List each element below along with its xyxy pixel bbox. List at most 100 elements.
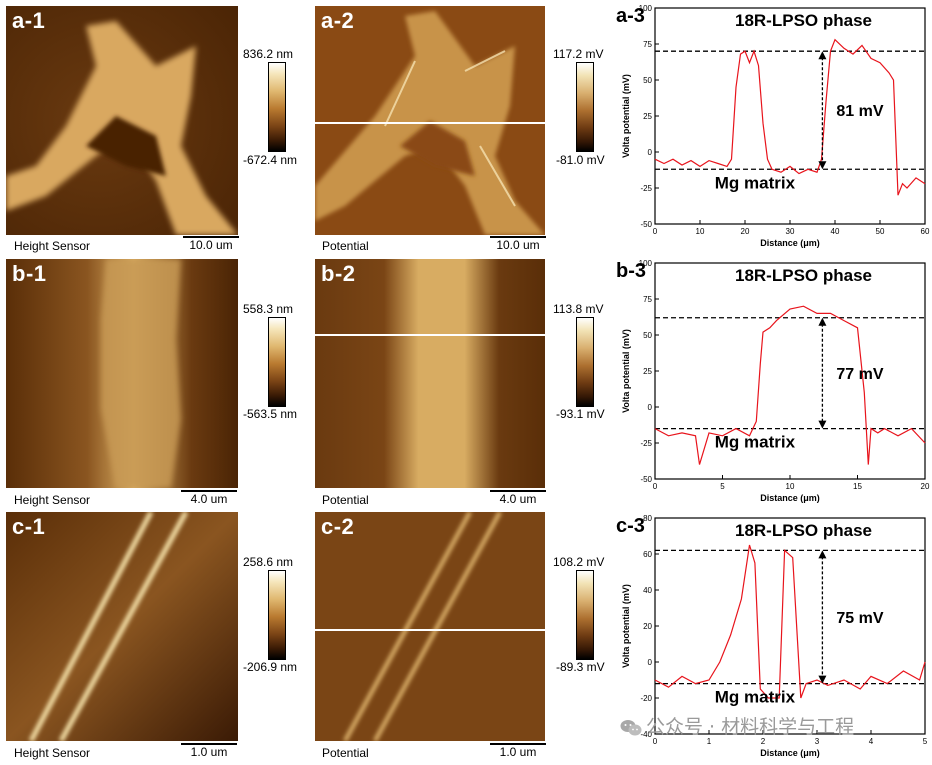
colorbar-max: 258.6 nm xyxy=(243,555,294,569)
height-image-a: a-1 xyxy=(6,6,238,235)
x-tick-label: 1 xyxy=(707,737,712,746)
y-tick-label: -25 xyxy=(640,184,652,193)
x-tick-label: 10 xyxy=(786,482,795,491)
potential-profile-line xyxy=(654,38,926,196)
y-tick-label: -20 xyxy=(640,694,652,703)
y-tick-label: 50 xyxy=(643,331,652,340)
height-image-b: b-1 xyxy=(6,259,238,488)
difference-label: 75 mV xyxy=(836,610,883,627)
potential-colorbar xyxy=(576,62,594,152)
y-axis-label: Volta potential (mV) xyxy=(621,74,631,158)
colorbar-max: 117.2 mV xyxy=(553,47,604,61)
height-caption: Height Sensor xyxy=(14,493,91,507)
height-colorbar xyxy=(268,317,286,407)
scale-bar: 1.0 um xyxy=(490,743,546,759)
potential-caption: Potential xyxy=(322,746,369,760)
arrow-head-down xyxy=(818,420,827,429)
x-tick-label: 0 xyxy=(653,482,658,491)
panel-label: c-2 xyxy=(321,514,355,539)
height-caption: Height Sensor xyxy=(14,746,91,760)
colorbar-max: 558.3 nm xyxy=(243,302,294,316)
y-tick-label: 20 xyxy=(643,622,652,631)
height-colorbar xyxy=(268,62,286,152)
scale-bar: 10.0 um xyxy=(490,236,546,252)
x-tick-label: 15 xyxy=(853,482,862,491)
x-tick-label: 5 xyxy=(923,737,928,746)
y-tick-label: 80 xyxy=(643,514,652,523)
x-tick-label: 60 xyxy=(921,227,930,236)
y-tick-label: 75 xyxy=(643,295,652,304)
y-tick-label: 25 xyxy=(643,112,652,121)
arrow-head-up xyxy=(818,51,827,60)
colorbar-max: 108.2 mV xyxy=(553,555,605,569)
panel-label: a-3 xyxy=(616,5,645,27)
y-tick-label: 25 xyxy=(643,367,652,376)
potential-image-b: b-2 xyxy=(315,259,545,488)
y-tick-label: 40 xyxy=(643,586,652,595)
y-tick-label: 60 xyxy=(643,550,652,559)
x-tick-label: 10 xyxy=(696,227,705,236)
height-caption: Height Sensor xyxy=(14,239,91,253)
potential-colorbar xyxy=(576,317,594,407)
scale-bar: 1.0 um xyxy=(181,743,237,759)
x-tick-label: 2 xyxy=(761,737,766,746)
bottom-annotation: Mg matrix xyxy=(715,173,796,192)
y-tick-label: 75 xyxy=(643,40,652,49)
bottom-annotation: Mg matrix xyxy=(715,433,796,452)
x-tick-label: 5 xyxy=(720,482,725,491)
panel-label: b-1 xyxy=(12,261,47,286)
chart-svg: -50 -25 0 25 50 75 100 0 10 20 30 40 50 60 Distance (μ… xyxy=(616,4,930,248)
arrow-head-up xyxy=(818,550,827,559)
colorbar-min: -93.1 mV xyxy=(556,407,605,421)
y-tick-label: -40 xyxy=(640,730,652,739)
chart-svg: -40 -20 0 20 40 60 80 0 1 2 3 4 5 Distance (μm) Volta … xyxy=(616,514,928,758)
panel-label: b-2 xyxy=(321,261,356,286)
top-annotation: 18R-LPSO phase xyxy=(735,266,872,285)
chart-svg: -50 -25 0 25 50 75 100 0 5 10 15 20 Distance (μm) Vol… xyxy=(616,259,930,503)
y-tick-label: -50 xyxy=(640,475,652,484)
watermark: 公众号 · 材料科学与工程 xyxy=(620,712,854,739)
potential-profile-line xyxy=(654,544,926,699)
x-tick-label: 50 xyxy=(876,227,885,236)
panel-label: a-1 xyxy=(12,8,46,33)
wechat-icon xyxy=(620,719,642,735)
potential-profile-chart-a: -50 -25 0 25 50 75 100 0 10 20 30 40 50 60 Distance (μ… xyxy=(615,0,932,255)
panel-label: c-1 xyxy=(12,514,46,539)
scale-bar: 4.0 um xyxy=(490,490,546,506)
y-axis-label: Volta potential (mV) xyxy=(621,329,631,413)
potential-profile-chart-b: -50 -25 0 25 50 75 100 0 5 10 15 20 Distance (μm) Vol… xyxy=(615,255,932,510)
colorbar-min: -563.5 nm xyxy=(243,407,298,421)
y-tick-label: 0 xyxy=(648,148,653,157)
y-tick-label: -50 xyxy=(640,220,652,229)
top-annotation: 18R-LPSO phase xyxy=(735,11,872,30)
colorbar-max: 113.8 mV xyxy=(553,302,604,316)
height-image-c: c-1 xyxy=(6,512,238,741)
x-axis-label: Distance (μm) xyxy=(760,493,820,503)
potential-caption: Potential xyxy=(322,239,369,253)
potential-profile-chart-c: -40 -20 0 20 40 60 80 0 1 2 3 4 5 Distance (μm) Volta … xyxy=(615,510,932,765)
x-tick-label: 40 xyxy=(831,227,840,236)
top-annotation: 18R-LPSO phase xyxy=(735,521,872,540)
colorbar-min: -672.4 nm xyxy=(243,153,298,167)
panel-label: a-2 xyxy=(321,8,355,33)
panel-label: b-3 xyxy=(616,260,646,282)
colorbar-min: -81.0 mV xyxy=(556,153,605,167)
height-colorbar xyxy=(268,570,286,660)
watermark-text: 公众号 · 材料科学与工程 xyxy=(646,716,855,738)
colorbar-min: -206.9 nm xyxy=(243,660,298,674)
x-axis-label: Distance (μm) xyxy=(760,238,820,248)
arrow-head-down xyxy=(818,675,827,684)
x-tick-label: 30 xyxy=(786,227,795,236)
y-tick-label: 100 xyxy=(639,4,653,13)
x-tick-label: 3 xyxy=(815,737,820,746)
potential-image-a: a-2 xyxy=(315,6,545,235)
x-tick-label: 0 xyxy=(653,227,658,236)
arrow-head-up xyxy=(818,317,827,326)
x-axis-label: Distance (μm) xyxy=(760,748,820,758)
arrow-head-down xyxy=(818,161,827,170)
colorbar-min: -89.3 mV xyxy=(556,660,605,674)
y-axis-label: Volta potential (mV) xyxy=(621,584,631,668)
x-tick-label: 20 xyxy=(921,482,930,491)
y-tick-label: 0 xyxy=(648,658,653,667)
y-tick-label: 0 xyxy=(648,403,653,412)
